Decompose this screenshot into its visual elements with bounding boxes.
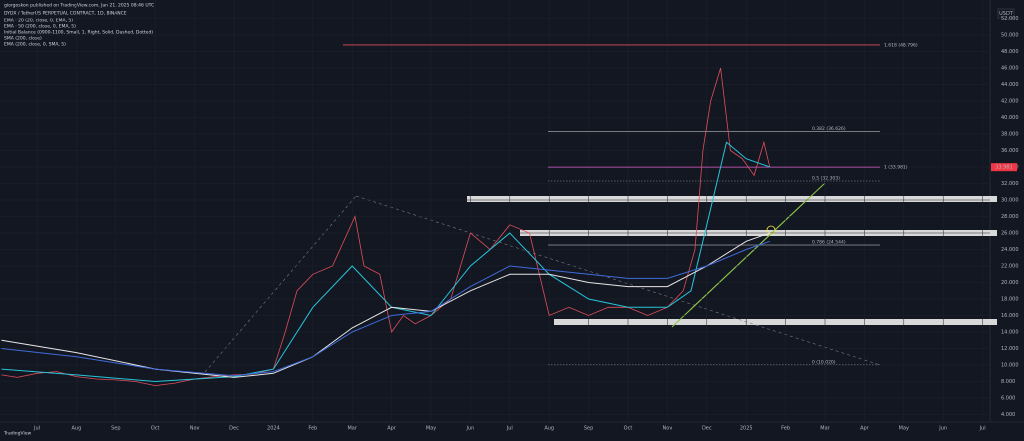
currency-box[interactable] [997, 8, 1015, 19]
x-tick-label: May [899, 426, 909, 432]
x-tick-label: Apr [387, 426, 397, 432]
header-line: EMA · 50 (200, close, 0, EMA, 5) [4, 24, 76, 30]
y-tick-label: 10.000 [1001, 363, 1019, 369]
level-label: 0 (10.020) [812, 359, 836, 365]
zone [467, 196, 997, 202]
x-tick-label: 2024 [267, 426, 280, 432]
header-line: SMA (200, close) [4, 36, 42, 42]
x-tick-label: Jul [33, 426, 40, 432]
x-tick-label: Feb [781, 426, 790, 432]
header-line: EMA · 20 (20, close, 0, EMA, 5) [4, 18, 73, 24]
footer: TradingView [3, 431, 32, 437]
x-tick-label: Dec [229, 426, 239, 432]
level-label: 0.382 (36.626) [812, 126, 846, 132]
series-line [1, 232, 770, 378]
currency[interactable]: USDT [999, 11, 1014, 17]
x-tick-label: Oct [151, 426, 160, 432]
y-tick-label: 48.000 [1001, 49, 1019, 55]
y-tick-label: 38.000 [1001, 132, 1019, 138]
y-tick-label: 36.000 [1001, 148, 1019, 154]
x-tick-label: Oct [624, 426, 633, 432]
header-line: giorgoskon published on TradingView.com,… [4, 3, 154, 9]
y-tick-label: 32.000 [1001, 181, 1019, 187]
x-tick-label: Jul [506, 426, 513, 432]
header-line: DYDX / TetherUS PERPETUAL CONTRACT, 1D, … [4, 11, 127, 17]
header-line: EMA (200, close, 0, SMA, 5) [4, 42, 66, 48]
x-tick-label: Nov [190, 426, 200, 432]
y-tick-label: 28.000 [1001, 214, 1019, 220]
series-line [1, 240, 770, 377]
y-tick-label: 6.000 [1001, 396, 1015, 402]
y-tick-label: 42.000 [1001, 99, 1019, 105]
x-tick-label: Jul [979, 426, 986, 432]
x-tick-label: Sep [584, 426, 593, 432]
y-tick-label: 24.000 [1001, 247, 1019, 253]
highlight [766, 225, 776, 235]
x-tick-label: May [426, 426, 436, 432]
header-line: Initial Balance (0900-1100, Small, 1, Ri… [4, 30, 153, 36]
header: giorgoskon published on TradingView.com,… [4, 3, 154, 48]
y-tick-label: 30.000 [1001, 198, 1019, 204]
y-tick-label: 40.000 [1001, 115, 1019, 121]
y-tick-label: 46.000 [1001, 66, 1019, 72]
y-tick-label: 22.000 [1001, 264, 1019, 270]
logo: TradingView [3, 431, 32, 437]
y-tick-label: 12.000 [1001, 346, 1019, 352]
x-tick-label: Jun [938, 426, 947, 432]
y-tick-label: 50.000 [1001, 33, 1019, 39]
x-tick-label: Aug [72, 426, 82, 432]
series-line [1, 67, 771, 387]
y-tick-label: 20.000 [1001, 280, 1019, 286]
level-label: 1 (33.981) [884, 165, 908, 171]
price-tag-label: 33.981 [995, 165, 1013, 171]
level-label: 0.5 (32.303) [812, 176, 840, 182]
x-tick-label: Feb [308, 426, 317, 432]
trendline [689, 196, 811, 311]
x-tick-label: 2025 [740, 426, 753, 432]
x-tick-label: Mar [820, 426, 830, 432]
drawing [355, 195, 881, 366]
level-label: 1.618 (48.796) [884, 42, 918, 48]
x-tick-label: Aug [544, 426, 554, 432]
y-tick-label: 52.000 [1001, 16, 1019, 22]
y-tick-label: 4.000 [1001, 412, 1015, 418]
price-tag [991, 163, 1017, 172]
x-tick-label: Jun [465, 426, 474, 432]
y-tick-label: 18.000 [1001, 297, 1019, 303]
y-tick-label: 8.000 [1001, 379, 1015, 385]
x-tick-label: Dec [702, 426, 712, 432]
x-tick-label: Nov [663, 426, 673, 432]
x-tick-label: Apr [860, 426, 870, 432]
zone [554, 319, 997, 325]
x-tick-label: Mar [347, 426, 357, 432]
y-tick-label: 26.000 [1001, 231, 1019, 237]
level-label: 0.786 (24.544) [812, 240, 846, 246]
y-tick-label: 14.000 [1001, 330, 1019, 336]
x-tick-label: Sep [111, 426, 120, 432]
y-tick-label: 16.000 [1001, 313, 1019, 319]
y-tick-label: 44.000 [1001, 82, 1019, 88]
drawing [204, 195, 357, 373]
